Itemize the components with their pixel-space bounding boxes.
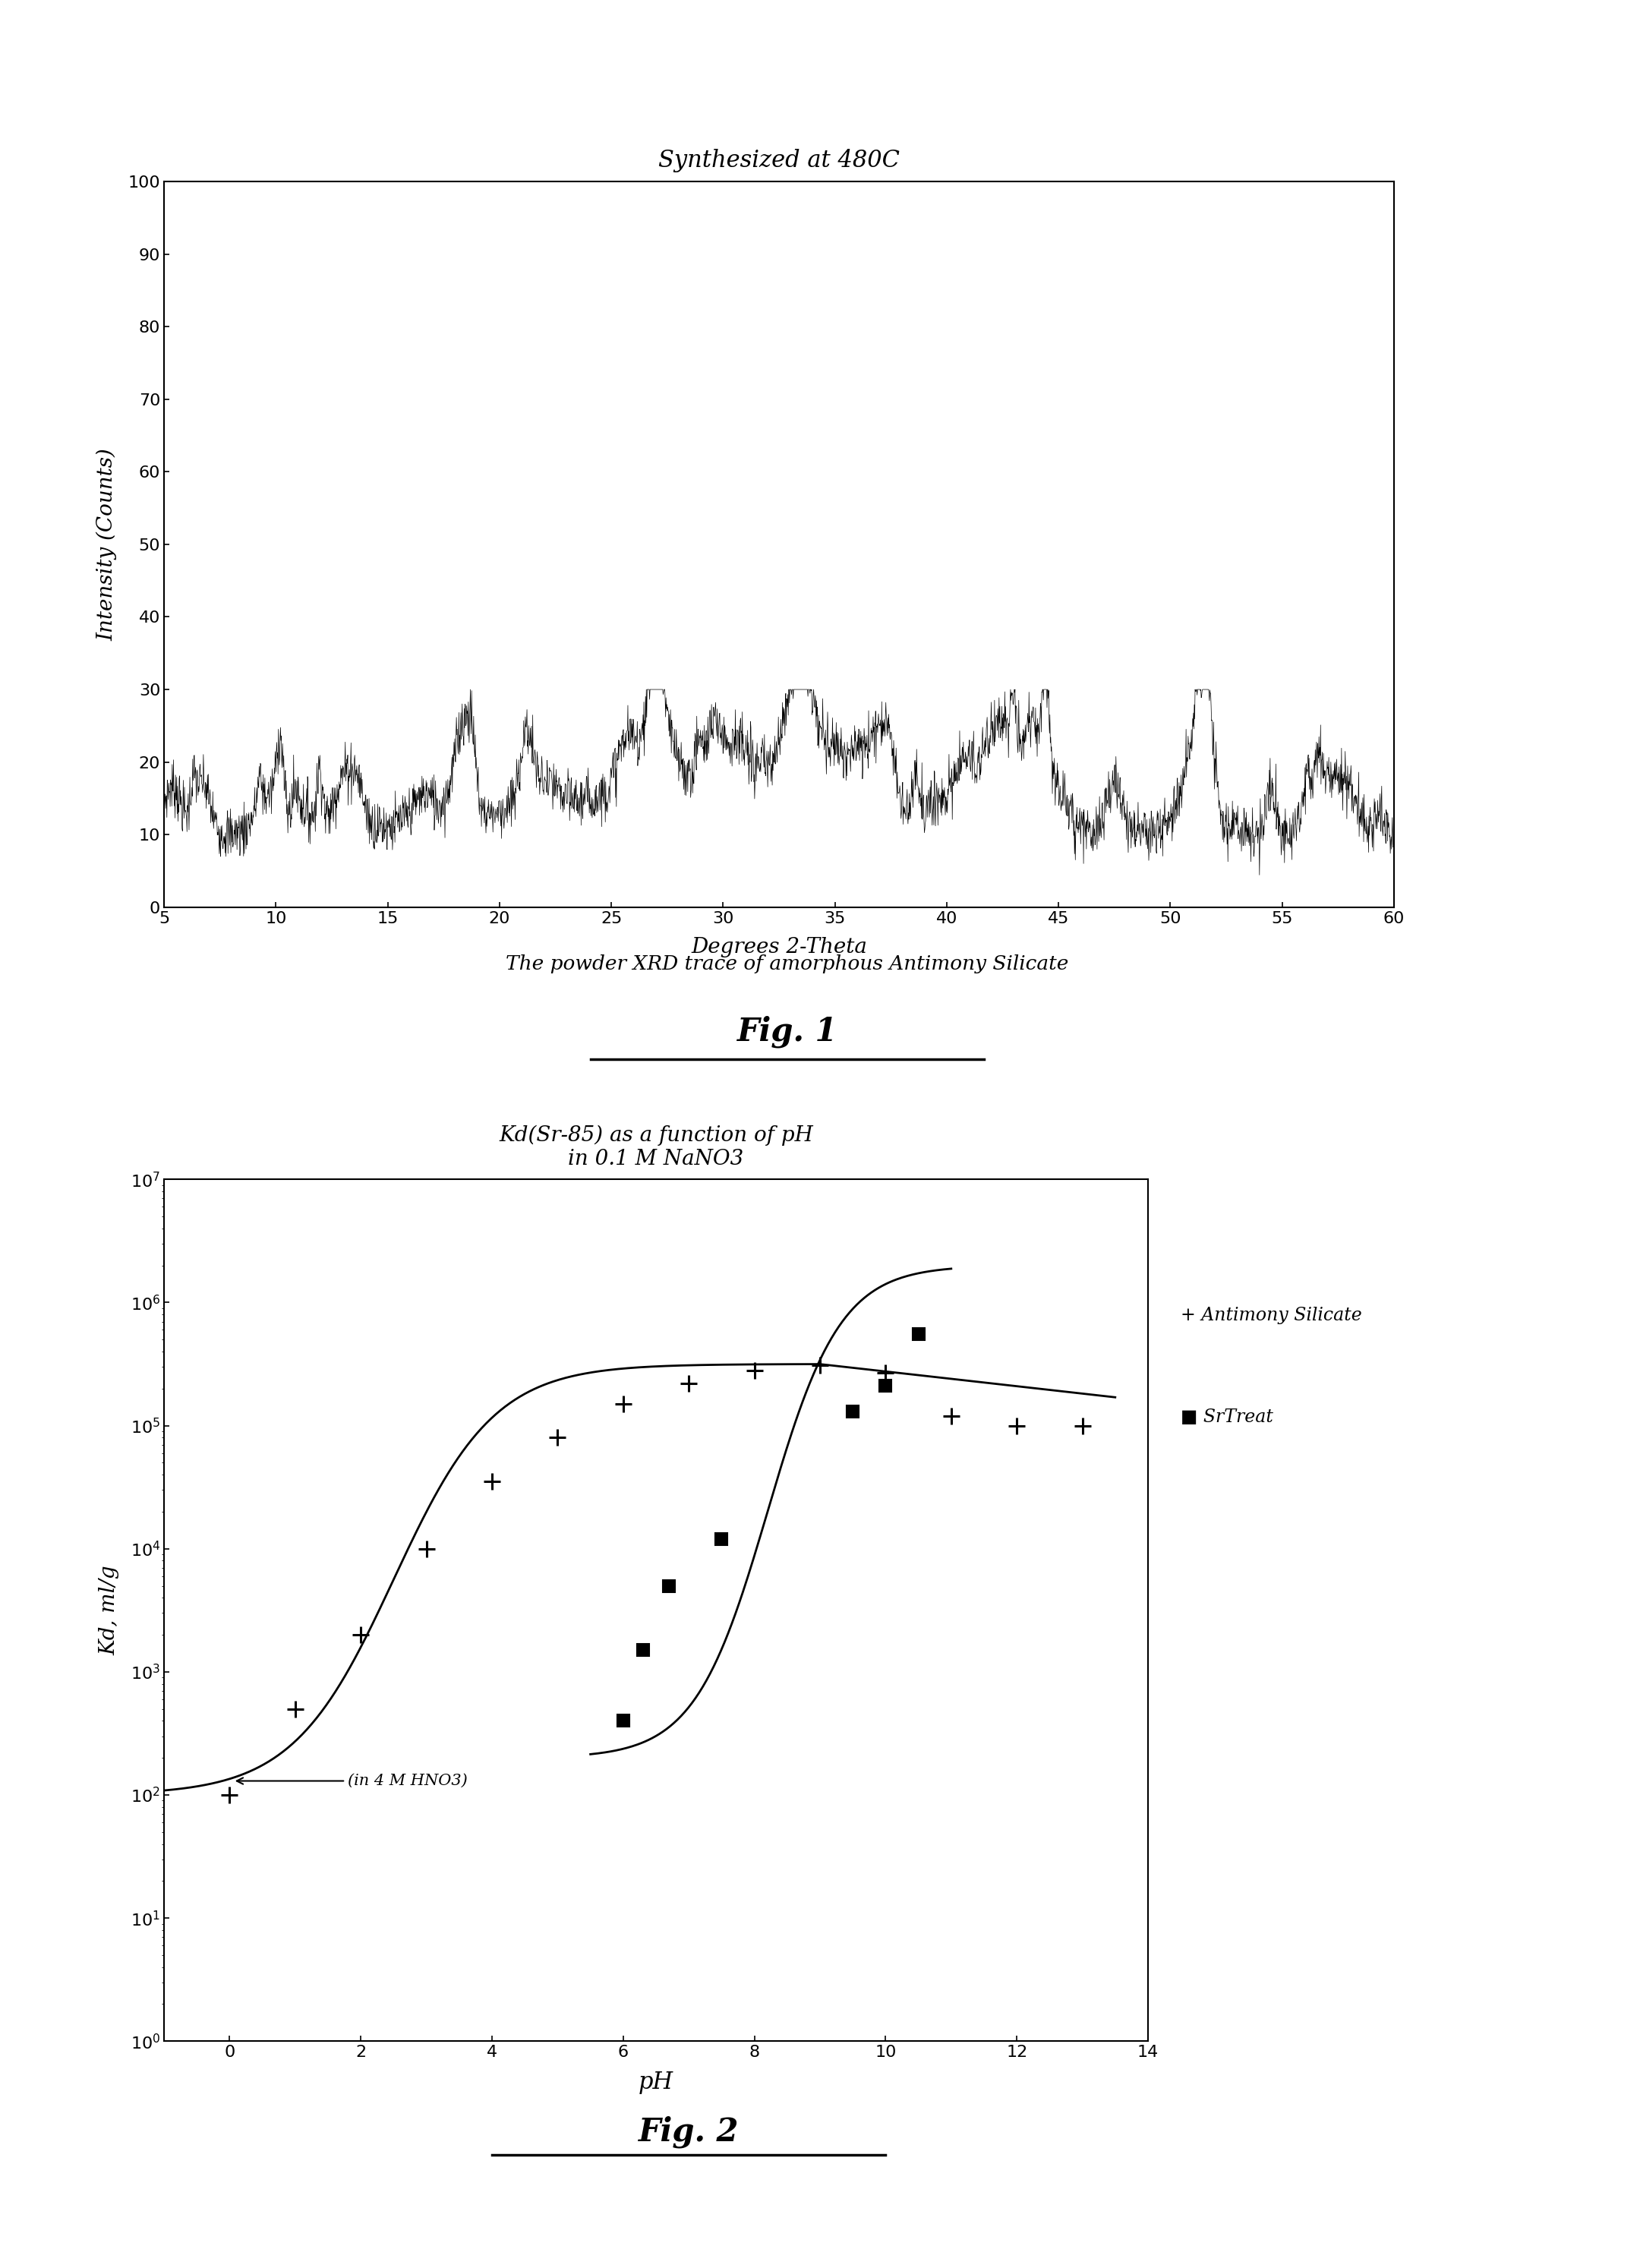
Y-axis label: Kd, ml/g: Kd, ml/g [100,1565,120,1656]
Text: ■ SrTreat: ■ SrTreat [1181,1408,1273,1427]
Text: + Antimony Silicate: + Antimony Silicate [1181,1306,1363,1325]
Y-axis label: Intensity (Counts): Intensity (Counts) [97,449,118,640]
Text: The powder XRD trace of amorphous Antimony Silicate: The powder XRD trace of amorphous Antimo… [505,955,1069,973]
Title: Synthesized at 480C: Synthesized at 480C [658,147,900,172]
Text: Fig. 1: Fig. 1 [736,1016,838,1048]
Text: (in 4 M HNO3): (in 4 M HNO3) [236,1774,467,1787]
X-axis label: Degrees 2-Theta: Degrees 2-Theta [690,937,868,957]
X-axis label: pH: pH [638,2071,674,2093]
Title: Kd(Sr-85) as a function of pH
in 0.1 M NaNO3: Kd(Sr-85) as a function of pH in 0.1 M N… [499,1125,813,1168]
Text: Fig. 2: Fig. 2 [638,2116,740,2148]
